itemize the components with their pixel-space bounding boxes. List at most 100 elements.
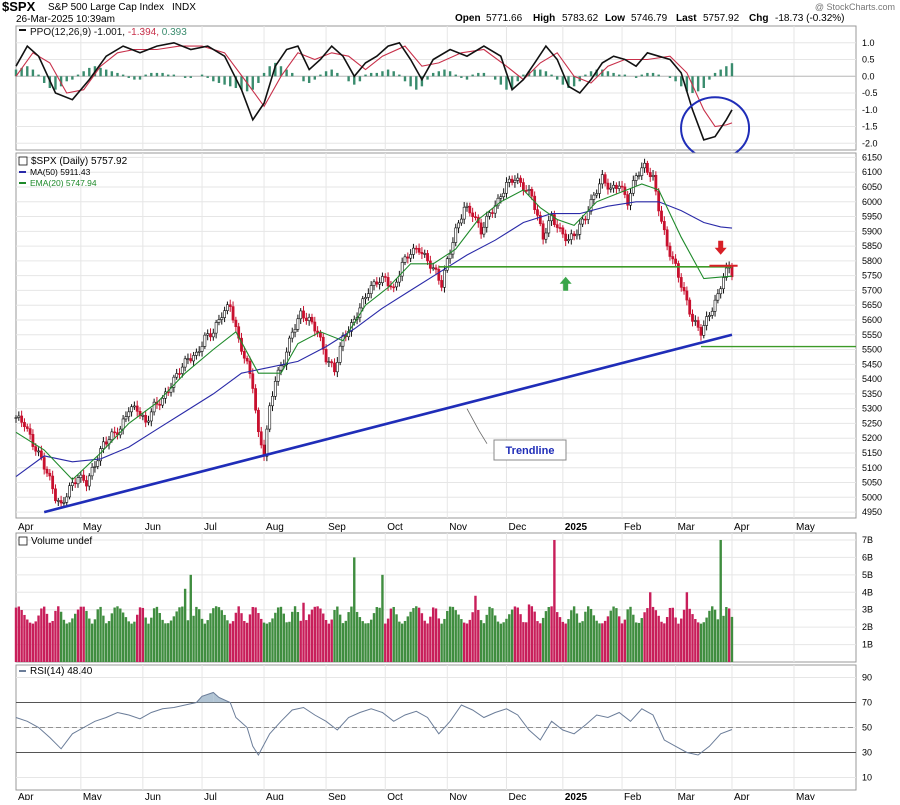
volume-bar <box>660 621 663 662</box>
volume-bar <box>347 612 350 662</box>
candle-body <box>231 306 235 321</box>
ppo-histogram-bar <box>161 72 164 77</box>
candle-body <box>206 333 210 336</box>
volume-bar <box>668 607 672 662</box>
volume-bar <box>519 614 522 662</box>
volume-bar <box>400 623 404 662</box>
trendline-callout-label: Trendline <box>506 445 555 457</box>
candle-body <box>327 361 331 363</box>
volume-bar <box>409 611 412 662</box>
volume-bar <box>113 607 116 662</box>
ppo-histogram-bar <box>556 76 559 80</box>
candle-body <box>671 256 675 260</box>
candle-body <box>445 258 449 271</box>
candle-body <box>485 215 489 228</box>
volume-bar <box>541 617 545 662</box>
rsi-x-tick-label: May <box>83 792 102 800</box>
ppo-histogram-bar <box>398 74 401 77</box>
candle-body <box>586 210 590 220</box>
candle-body <box>195 351 198 356</box>
volume-bar <box>327 623 331 662</box>
candle-body <box>93 466 97 468</box>
candle-body <box>257 409 260 433</box>
volume-panel: 7B 6B 5B 4B 3B 2B 1B Volume undef <box>14 532 873 663</box>
ppo-histogram-bar <box>110 71 114 77</box>
volume-bar <box>336 606 339 662</box>
candle-body <box>409 254 413 259</box>
y-tick-label: 6B <box>862 552 873 562</box>
ppo-signal-line <box>15 45 733 128</box>
y-tick-label: 5350 <box>862 389 882 399</box>
ppo-histogram-bar <box>105 69 108 77</box>
candle-body <box>68 485 71 498</box>
candle-body <box>42 457 46 470</box>
candle-body <box>527 189 531 191</box>
candle-body <box>462 206 466 220</box>
ppo-histogram-bar <box>274 62 277 77</box>
volume-bar <box>183 588 187 662</box>
candle-body <box>186 358 190 360</box>
ppo-histogram-bar <box>167 74 170 77</box>
candle-body <box>386 277 390 287</box>
ppo-histogram-bar <box>505 76 508 90</box>
volume-bar <box>305 620 308 662</box>
volume-bar <box>37 615 40 662</box>
ppo-histogram-bar <box>561 76 565 85</box>
ppo-histogram-bar <box>674 76 677 82</box>
volume-bar <box>525 622 528 662</box>
candle-body <box>592 194 596 200</box>
volume-bar <box>158 612 161 662</box>
candle-body <box>581 218 584 225</box>
candle-body <box>383 276 387 278</box>
y-tick-label: 5950 <box>862 212 882 222</box>
candle-body <box>54 488 57 502</box>
volume-bar <box>155 606 159 662</box>
x-tick-label: Jul <box>204 522 217 533</box>
watermark: @ StockCharts.com <box>815 2 895 12</box>
volume-bar <box>488 606 491 662</box>
volume-bar <box>105 623 108 662</box>
x-tick-label: Feb <box>624 522 642 533</box>
candle-body <box>544 232 548 240</box>
ppo-histogram-bar <box>431 72 435 77</box>
candle-body <box>45 468 49 474</box>
ppo-histogram-bar <box>251 76 254 90</box>
volume-bar <box>691 614 694 662</box>
volume-bar <box>680 618 683 662</box>
ppo-histogram-bar <box>14 69 18 77</box>
ppo-histogram-bar <box>37 74 40 77</box>
volume-bar <box>102 615 105 662</box>
ppo-histogram-bar <box>477 72 480 77</box>
candle-body <box>82 474 86 481</box>
volume-bar <box>395 614 398 662</box>
high-label: High <box>533 13 555 24</box>
rsi-x-tick-label: Jul <box>204 792 217 800</box>
candle-body <box>637 175 641 177</box>
volume-bar <box>93 619 97 662</box>
candle-body <box>39 450 43 458</box>
ppo-histogram-bar <box>567 76 570 88</box>
volume-bar <box>85 610 88 662</box>
candle-body <box>443 269 446 288</box>
volume-bar <box>240 613 243 662</box>
x-tick-label: Dec <box>508 522 526 533</box>
volume-bar <box>344 620 347 662</box>
candle-body <box>702 325 706 336</box>
volume-bar <box>412 608 415 662</box>
candle-body <box>242 351 246 359</box>
ppo-histogram-bar <box>572 76 576 87</box>
volume-bar <box>398 621 401 662</box>
volume-bar <box>567 619 570 662</box>
ppo-histogram-bar <box>668 76 672 78</box>
candle-body <box>499 196 503 199</box>
volume-bar <box>454 610 457 662</box>
volume-bar <box>431 607 435 662</box>
volume-bar <box>539 623 542 662</box>
x-tick-label: May <box>796 522 815 533</box>
volume-bar <box>262 622 266 662</box>
volume-bar <box>124 617 128 662</box>
ppo-histogram-bar <box>121 74 125 77</box>
volume-legend: Volume undef <box>31 536 92 547</box>
volume-bar <box>353 557 356 662</box>
volume-bar <box>649 592 652 662</box>
